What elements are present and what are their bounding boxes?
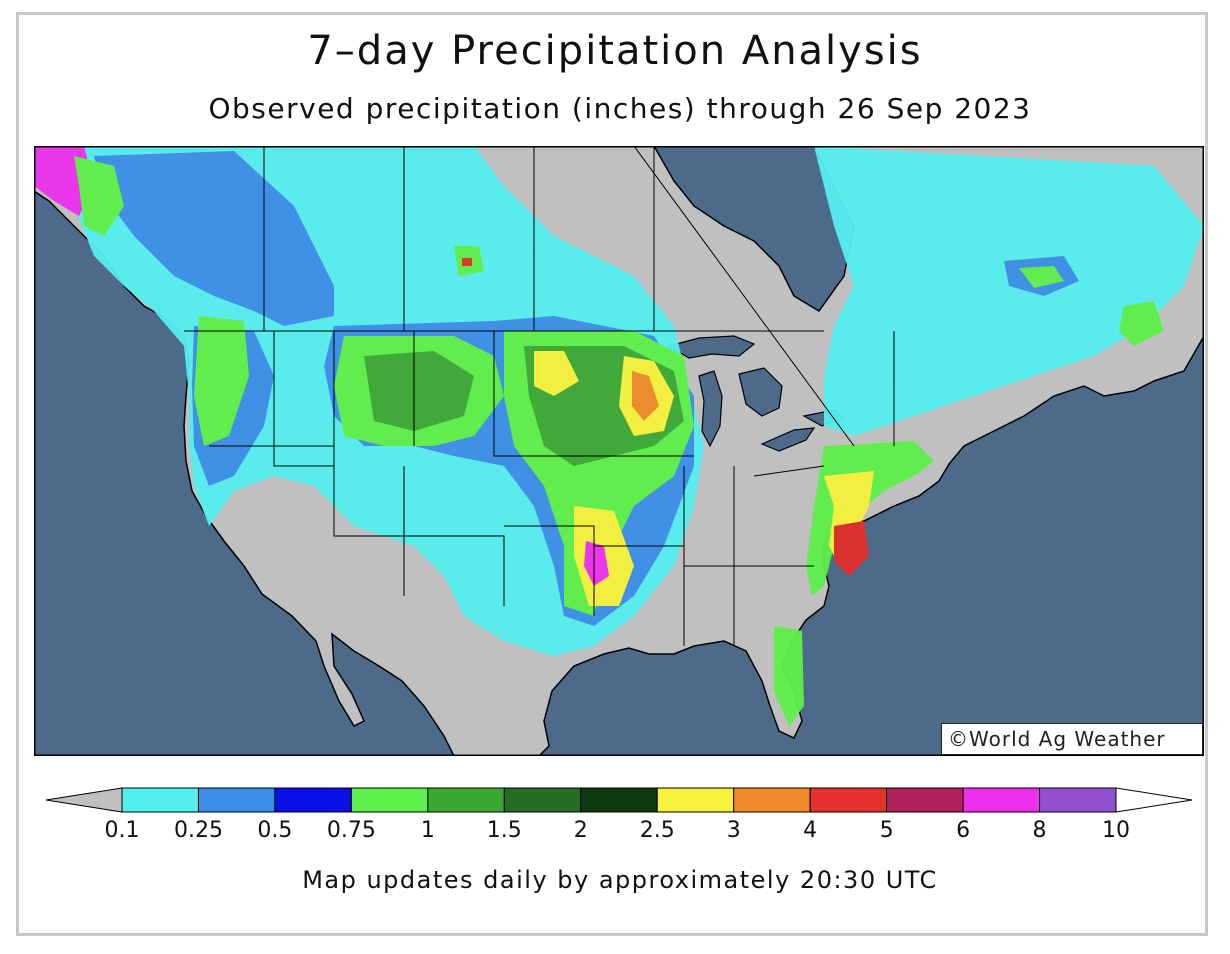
legend-tick-label: 2	[574, 818, 588, 843]
legend-color-box	[733, 787, 811, 813]
legend-tick-label: 4	[803, 818, 817, 843]
legend-color-box	[121, 787, 199, 813]
legend-tick-label: 1	[421, 818, 435, 843]
legend-tick-label: 0.5	[257, 818, 292, 843]
legend-tick-label: 3	[727, 818, 741, 843]
legend-tick-label: 2.5	[640, 818, 675, 843]
map-border	[34, 146, 1204, 756]
color-scale-legend: 0.1 0.25 0.5 0.75 1 1.5 2 2.5 3 4 5 6 8 10	[45, 787, 1193, 843]
legend-color-box	[197, 787, 276, 813]
legend-tick-label: 0.25	[174, 818, 223, 843]
legend-tick-label: 5	[880, 818, 894, 843]
legend-arrow-below-min	[45, 787, 123, 813]
lake-superior	[667, 335, 756, 359]
legend-tick-label: 0.75	[327, 818, 376, 843]
legend-color-box	[427, 787, 505, 813]
legend-color-box	[350, 787, 429, 813]
lake-erie	[760, 427, 816, 452]
legend-color-box	[580, 787, 658, 813]
lake-huron	[738, 367, 783, 417]
legend-color-box	[962, 787, 1041, 813]
legend-color-box	[1039, 787, 1117, 813]
legend-arrow-above-max	[1115, 787, 1193, 813]
update-note: Map updates daily by approximately 20:30…	[302, 866, 938, 894]
legend-tick-label: 1.5	[487, 818, 522, 843]
legend-color-box	[503, 787, 582, 813]
precip-shading	[34, 146, 1204, 726]
lake-michigan	[698, 370, 723, 448]
legend-color-box	[886, 787, 964, 813]
legend-tick-label: 0.1	[105, 818, 140, 843]
precipitation-map	[34, 146, 1204, 756]
legend-color-box	[809, 787, 888, 813]
map-subtitle: Observed precipitation (inches) through …	[208, 92, 1032, 125]
legend-tick-label: 8	[1033, 818, 1047, 843]
copyright-label: ©World Ag Weather	[941, 723, 1203, 755]
political-boundaries	[184, 146, 895, 646]
legend-tick-label: 6	[956, 818, 970, 843]
legend-color-box	[274, 787, 352, 813]
map-title: 7–day Precipitation Analysis	[307, 28, 923, 74]
legend-color-box	[656, 787, 735, 813]
legend-tick-label: 10	[1102, 818, 1130, 843]
